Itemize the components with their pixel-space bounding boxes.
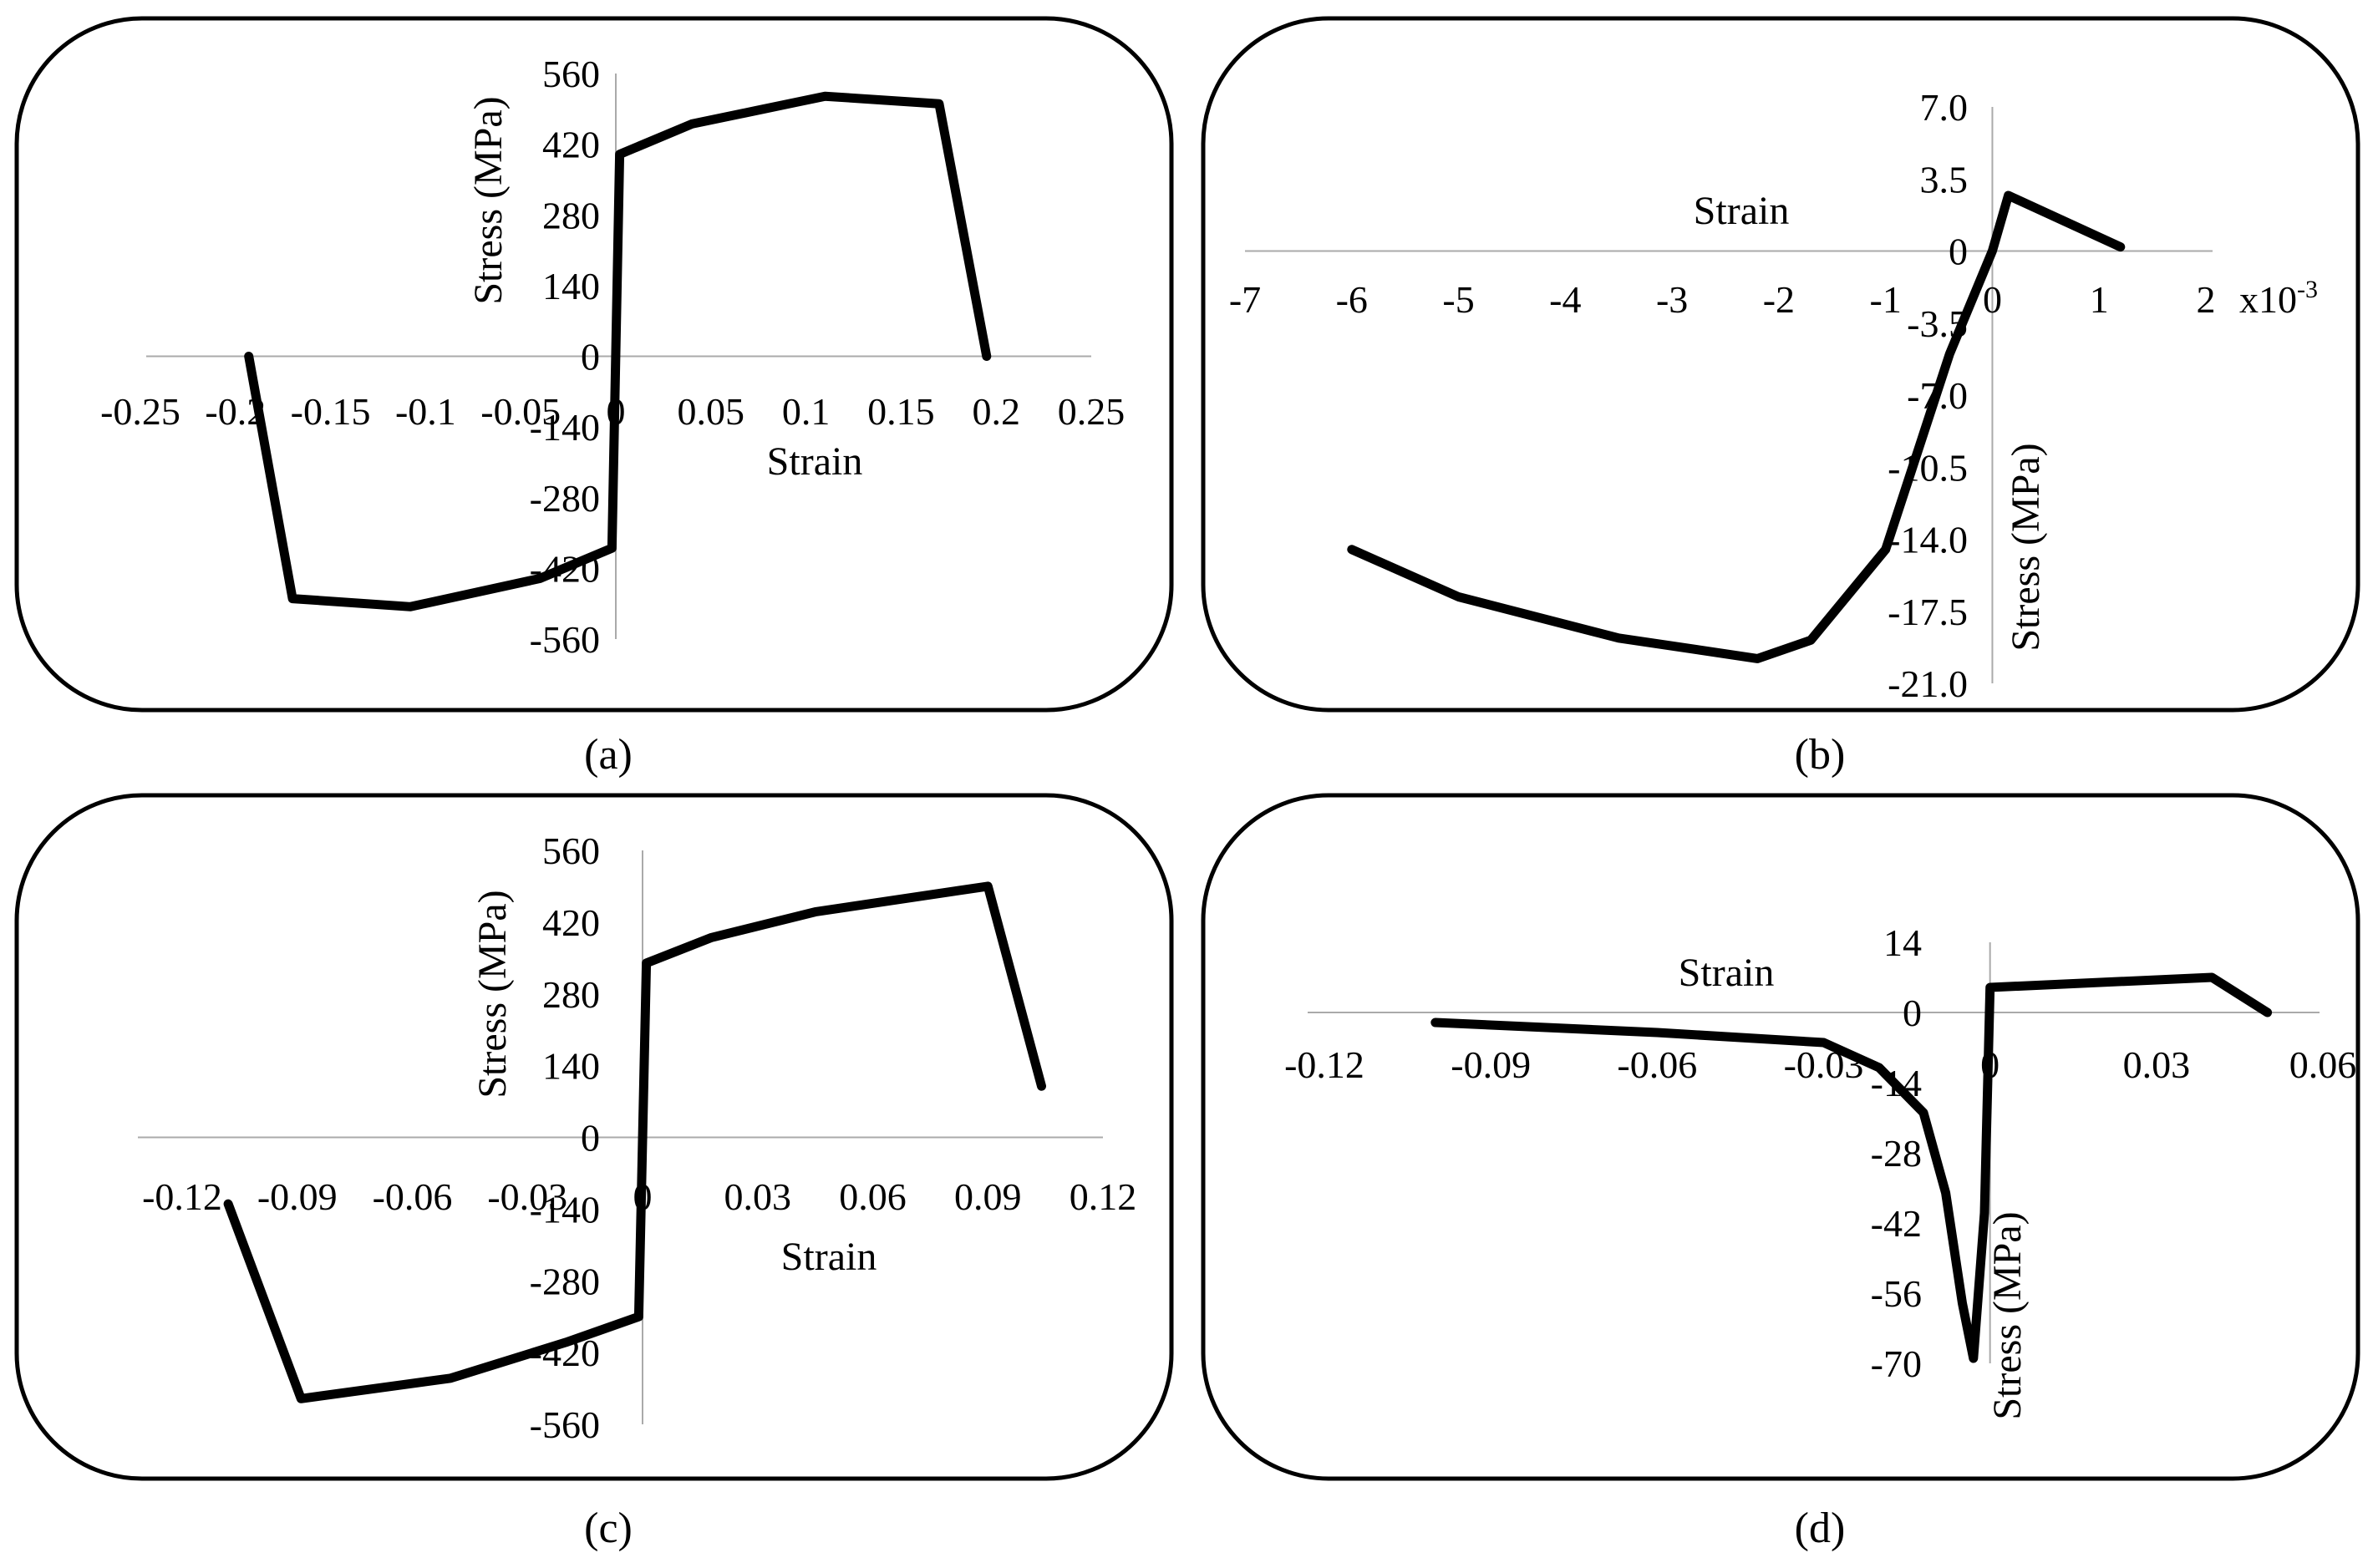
panel-c-x-tick-label: -0.03 xyxy=(487,1175,567,1218)
panel-c-y-tick-label: 0 xyxy=(581,1117,600,1160)
panel-c-x-tick-label: 0.12 xyxy=(1070,1175,1137,1218)
panel-d-y-tick-label: 0 xyxy=(1903,992,1922,1034)
panel-b-x-label: Strain xyxy=(1694,189,1790,233)
panel-c-y-tick-label: 280 xyxy=(542,973,600,1016)
panel-c-x-tick-label: 0.03 xyxy=(724,1175,792,1218)
panel-c-caption: (c) xyxy=(584,1505,633,1552)
panel-a-frame xyxy=(14,16,1174,713)
panel-b-x-tick-label: -1 xyxy=(1870,278,1902,321)
panel-d-x-label: Strain xyxy=(1679,951,1775,995)
panel-c-x-tick-label: -0.12 xyxy=(142,1175,222,1218)
panel-a-y-tick-label: 420 xyxy=(542,124,600,166)
panel-a-x-ticks: -0.25 -0.2 -0.15 -0.1 -0.05 0 0.05 0.1 0.15 0.2 0.… xyxy=(100,390,1125,433)
panel-b-x-tick-label: -5 xyxy=(1442,278,1474,321)
panel-d-series-line xyxy=(1430,972,2273,1363)
panel-c-x-tick-label: -0.09 xyxy=(257,1175,338,1218)
panel-b-y-tick-label: 3.5 xyxy=(1920,158,1969,200)
panel-b-y-tick-label: 0 xyxy=(1949,231,1968,273)
panel-a-y-tick-label: -560 xyxy=(530,618,600,661)
panel-c-y-tick-label: 560 xyxy=(542,830,600,872)
panel-c-x-tick-label: 0.06 xyxy=(839,1175,907,1218)
panel-c-y-tick-label: 420 xyxy=(542,901,600,944)
panel-b-x-tick-label: -6 xyxy=(1336,278,1368,321)
panel-d-y-ticks: 140-14-28-42-56-70 xyxy=(1871,921,1922,1385)
panel-c-y-tick-label: -280 xyxy=(530,1260,600,1302)
panel-c-x-label: Strain xyxy=(781,1235,877,1279)
panel-d-y-tick-label: -56 xyxy=(1871,1272,1922,1315)
panel-d-x-tick-label: -0.06 xyxy=(1617,1043,1697,1086)
panel-d-x-tick-label: -0.12 xyxy=(1284,1043,1364,1086)
panel-a-x-label: Strain xyxy=(767,439,863,484)
panel-c-x-tick-label: -0.06 xyxy=(373,1175,453,1218)
panel-c-y-tick-label: 140 xyxy=(542,1045,600,1088)
panel-a-y-tick-label: -140 xyxy=(530,406,600,449)
panel-b-y-tick-label: 7.0 xyxy=(1920,86,1969,129)
panel-b-x-tick-label: -3 xyxy=(1656,278,1688,321)
panel-d-x-tick-label: -0.03 xyxy=(1784,1043,1864,1086)
panel-a-y-tick-label: 560 xyxy=(542,53,600,95)
panel-a: -0.25 -0.2 -0.15 -0.1 -0.05 0 0.05 0.1 0.15 0.2 0.… xyxy=(14,16,1174,713)
panel-a-x-tick-label: -0.05 xyxy=(480,390,561,433)
panel-a-x-tick-label: 0.25 xyxy=(1058,390,1126,433)
panel-c-y-label: Stress (MPa) xyxy=(470,890,515,1098)
panel-b-x-tick-label: 1 xyxy=(2090,278,2109,321)
panel-b-frame xyxy=(1201,16,2360,713)
panel-d-y-tick-label: 14 xyxy=(1883,921,1922,964)
panel-a-x-tick-label: -0.1 xyxy=(395,390,456,433)
panel-d-y-tick-label: -70 xyxy=(1871,1342,1922,1385)
panel-b-x-tick-label: 2 xyxy=(2197,278,2216,321)
panel-b-y-tick-label: -14.0 xyxy=(1888,519,1968,561)
panel-c-y-tick-label: -140 xyxy=(530,1188,600,1231)
panel-a-x-tick-label: 0.05 xyxy=(678,390,745,433)
panel-b-caption: (b) xyxy=(1795,731,1846,779)
panel-d-x-tick-label: 0.06 xyxy=(2289,1043,2357,1086)
panel-d-y-tick-label: -42 xyxy=(1871,1202,1922,1245)
panel-b-y-tick-label: -10.5 xyxy=(1888,446,1968,489)
panel-d-caption: (d) xyxy=(1795,1505,1846,1552)
panel-a-x-tick-label: -0.15 xyxy=(291,390,371,433)
panel-d-x-tick-label: 0.03 xyxy=(2123,1043,2191,1086)
panel-d-y-label: Stress (MPa) xyxy=(1985,1211,2030,1419)
panel-d-x-tick-label: -0.09 xyxy=(1451,1043,1531,1086)
panel-b-y-tick-label: -17.5 xyxy=(1888,591,1968,633)
panel-b-series-line xyxy=(1347,190,2126,663)
panel-c-y-tick-label: -560 xyxy=(530,1403,600,1446)
panel-d: -0.12 -0.09 -0.06 -0.03 0 0.03 0.06 140-14-28-… xyxy=(1201,793,2360,1481)
panel-b-x-tick-label: -2 xyxy=(1763,278,1795,321)
panel-a-x-tick-label: -0.25 xyxy=(100,390,180,433)
panel-a-x-tick-label: 0.2 xyxy=(972,390,1020,433)
panel-b-x-ticks: -7 -6 -5 -4 -3 -2 -1 0 1 2 xyxy=(1229,278,2216,321)
panel-b-y-label: Stress (MPa) xyxy=(2004,443,2048,651)
panel-b-x-unit: x10-3 xyxy=(2239,276,2318,321)
panel-a-y-tick-label: 140 xyxy=(542,265,600,307)
panel-b-x-tick-label: -4 xyxy=(1549,278,1581,321)
panel-a-y-tick-label: 0 xyxy=(581,336,600,378)
panel-b-x-tick-label: 0 xyxy=(1983,278,2002,321)
panel-c-series-line xyxy=(223,881,1046,1403)
panel-d-frame xyxy=(1201,793,2360,1481)
panel-a-series-line xyxy=(244,91,992,611)
panel-a-y-tick-label: -280 xyxy=(530,477,600,520)
panel-a-caption: (a) xyxy=(584,731,633,779)
panel-c: -0.12 -0.09 -0.06 -0.03 0 0.03 0.06 0.09 0.12 56… xyxy=(14,793,1174,1481)
panel-b-x-tick-label: -7 xyxy=(1229,278,1261,321)
panel-b: -7 -6 -5 -4 -3 -2 -1 0 1 2 7.03.50-3.5-7.0-10.5-1… xyxy=(1201,16,2360,713)
panel-b-y-tick-label: -21.0 xyxy=(1888,662,1968,705)
panel-c-x-tick-label: 0.09 xyxy=(954,1175,1022,1218)
panel-a-x-tick-label: 0.15 xyxy=(867,390,935,433)
panel-a-y-label: Stress (MPa) xyxy=(466,96,511,304)
panel-d-y-tick-label: -28 xyxy=(1871,1132,1922,1175)
panel-a-y-tick-label: 280 xyxy=(542,194,600,236)
panel-a-x-tick-label: 0.1 xyxy=(782,390,831,433)
